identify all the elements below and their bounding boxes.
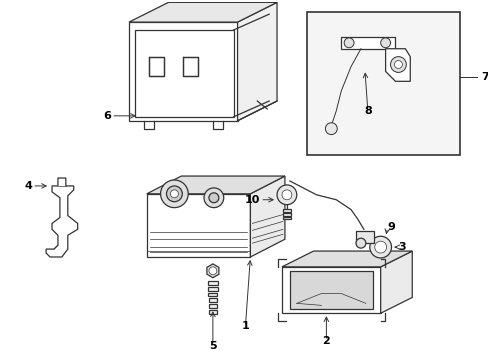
Circle shape <box>203 188 224 208</box>
Circle shape <box>344 38 353 48</box>
Polygon shape <box>148 57 163 76</box>
Bar <box>306 12 459 155</box>
Polygon shape <box>206 264 219 278</box>
Text: 8: 8 <box>363 106 371 116</box>
Circle shape <box>166 186 182 202</box>
Circle shape <box>170 190 178 198</box>
Bar <box>208 287 217 291</box>
Text: 2: 2 <box>322 336 329 346</box>
Text: 9: 9 <box>387 222 395 232</box>
Text: 10: 10 <box>244 195 260 205</box>
Circle shape <box>208 193 218 203</box>
Polygon shape <box>237 3 277 121</box>
Polygon shape <box>250 176 285 257</box>
Bar <box>207 281 217 285</box>
Circle shape <box>208 267 216 275</box>
Text: 7: 7 <box>480 72 488 82</box>
Text: 3: 3 <box>398 242 405 252</box>
Circle shape <box>325 123 337 135</box>
Text: 5: 5 <box>209 341 216 351</box>
Text: 4: 4 <box>24 181 32 191</box>
Bar <box>283 209 290 212</box>
Circle shape <box>380 38 390 48</box>
Polygon shape <box>183 57 198 76</box>
Circle shape <box>369 236 391 258</box>
Polygon shape <box>385 49 409 81</box>
Polygon shape <box>129 3 277 22</box>
Circle shape <box>282 190 291 200</box>
Circle shape <box>355 238 365 248</box>
Bar <box>208 304 217 308</box>
Polygon shape <box>289 271 372 309</box>
Polygon shape <box>282 267 380 313</box>
Text: 1: 1 <box>241 321 249 331</box>
Circle shape <box>277 185 296 205</box>
Polygon shape <box>146 176 285 194</box>
Bar <box>283 216 290 220</box>
Circle shape <box>394 60 402 68</box>
Polygon shape <box>341 37 395 49</box>
Bar <box>283 212 290 216</box>
Bar <box>208 293 217 297</box>
Bar <box>208 310 216 314</box>
Circle shape <box>390 57 406 72</box>
Bar <box>208 298 217 302</box>
Text: 6: 6 <box>103 111 111 121</box>
Polygon shape <box>129 22 237 121</box>
Bar <box>355 231 373 243</box>
Circle shape <box>160 180 188 208</box>
Polygon shape <box>282 251 411 267</box>
Polygon shape <box>380 251 411 313</box>
Polygon shape <box>46 178 78 257</box>
Circle shape <box>374 241 386 253</box>
Polygon shape <box>146 194 250 257</box>
